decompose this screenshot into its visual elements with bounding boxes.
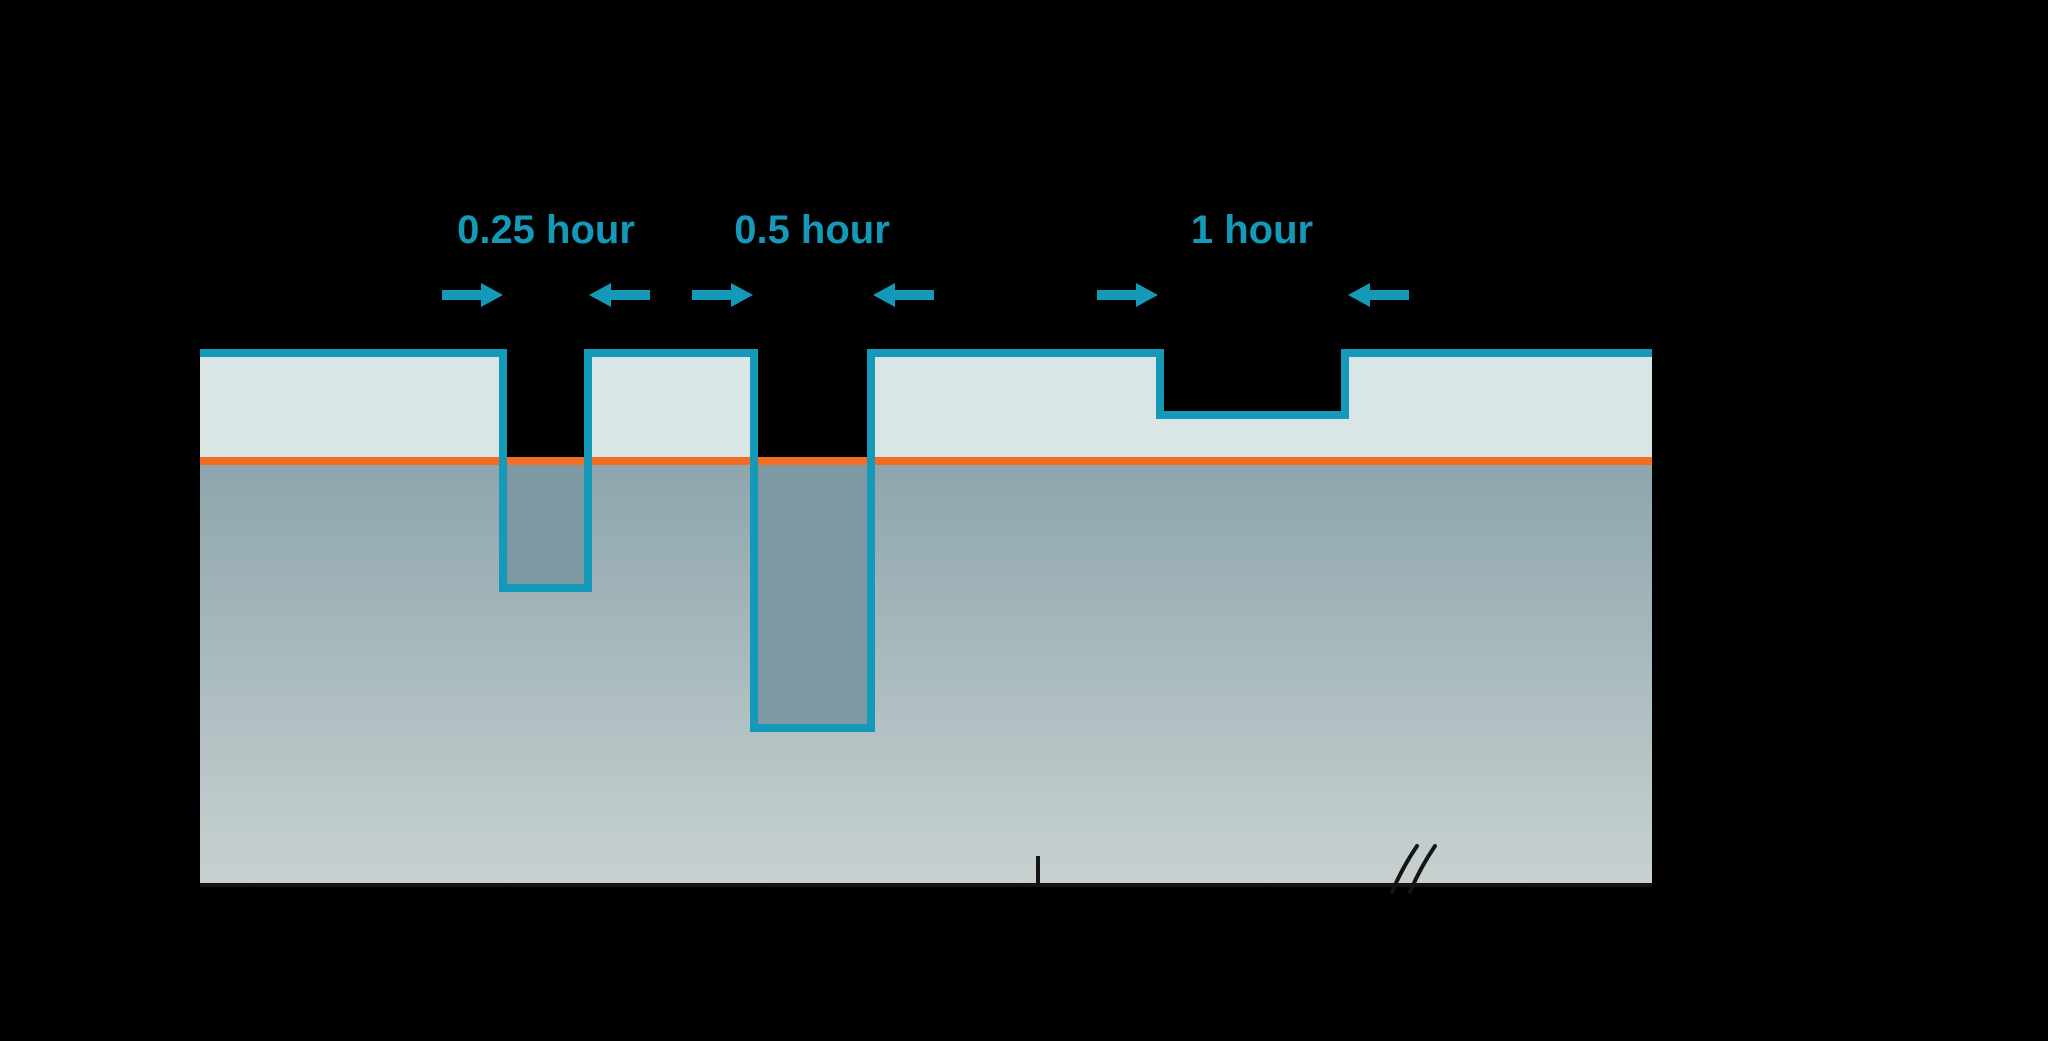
waveform-outline xyxy=(200,349,1652,732)
duration-label-0.5h: 0.5 hour xyxy=(734,208,890,252)
axis-break-icon xyxy=(1390,844,1437,894)
duration-label-1h: 1 hour xyxy=(1191,208,1313,252)
below-threshold-region xyxy=(200,461,1652,885)
duration-arrow-left-0.25h xyxy=(589,283,650,307)
duration-arrow-right-1h xyxy=(1097,283,1158,307)
event-interior-0.25h xyxy=(503,461,588,588)
duration-label-0.25h: 0.25 hour xyxy=(457,208,635,252)
event-interior-0.5h xyxy=(754,461,871,728)
duration-arrow-right-0.5h xyxy=(692,283,753,307)
upper-band-fill xyxy=(200,353,1652,461)
duration-arrow-right-0.25h xyxy=(442,283,503,307)
duration-arrow-left-1h xyxy=(1348,283,1409,307)
duration-arrow-left-0.5h xyxy=(873,283,934,307)
